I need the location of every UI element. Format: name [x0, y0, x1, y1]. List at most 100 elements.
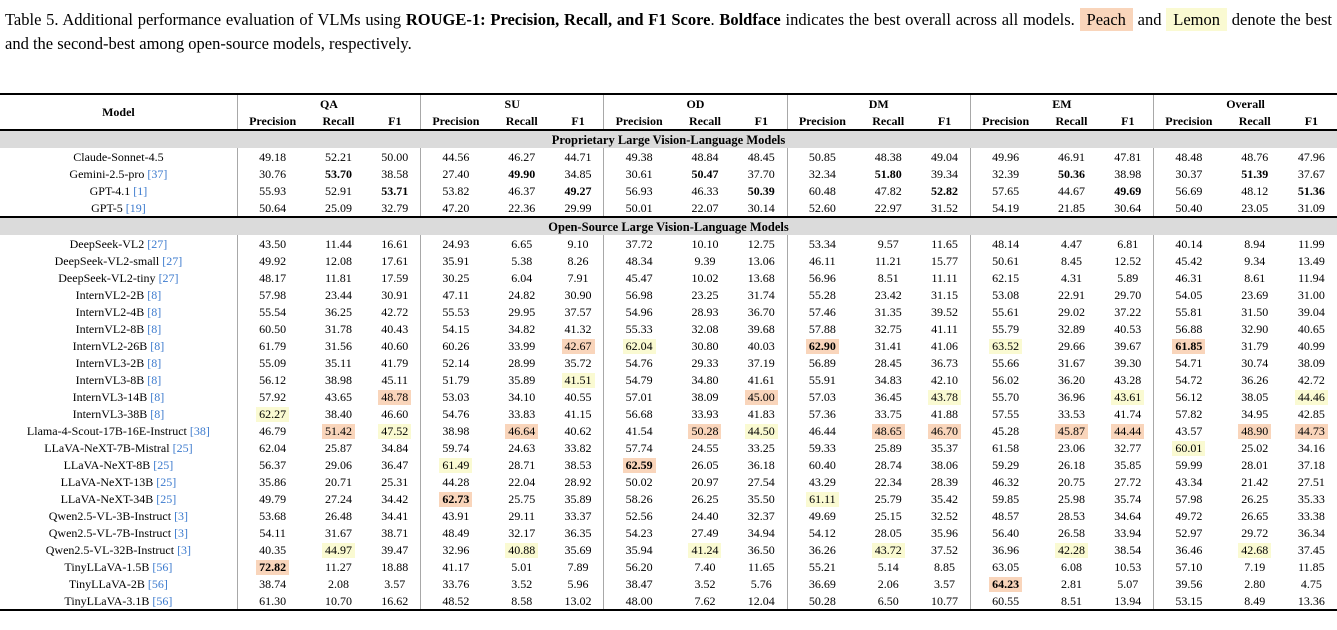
value-cell: 28.92 — [564, 474, 592, 489]
group-header-dm: DM — [786, 93, 971, 112]
value-cell: 5.07 — [1117, 576, 1139, 591]
value-cell: 50.00 — [381, 149, 409, 164]
value-cell: 42.68 — [1224, 541, 1286, 558]
value-cell: 38.53 — [564, 457, 592, 472]
model-name: Gemini-2.5-pro [37] — [0, 165, 237, 182]
value-cell: 39.30 — [1114, 355, 1142, 370]
table-row: Qwen2.5-VL-3B-Instruct [3] 53.68 26.48 34.4… — [0, 507, 1337, 524]
citation-link[interactable]: [25] — [153, 491, 177, 506]
citation-link[interactable]: [8] — [147, 338, 165, 353]
value-cell: 42.72 — [1297, 372, 1325, 387]
value-cell: 43.61 — [1103, 388, 1154, 405]
citation-link[interactable]: [8] — [144, 321, 162, 336]
citation-link[interactable]: [8] — [144, 287, 162, 302]
model-name: TinyLLaVA-1.5B [56] — [0, 558, 237, 575]
value-cell: 34.80 — [691, 372, 719, 387]
value-cell: 57.98 — [236, 286, 308, 303]
value-cell: 49.92 — [236, 252, 308, 269]
value-cell: 32.79 — [381, 200, 409, 215]
value-cell: 27.40 — [420, 165, 491, 182]
value-cell: 40.35 — [236, 541, 308, 558]
citation-link[interactable]: [56] — [149, 559, 173, 574]
value-cell: 47.81 — [1114, 149, 1142, 164]
value-cell: 57.65 — [969, 182, 1041, 199]
citation-link[interactable]: [56] — [149, 593, 173, 608]
citation-link[interactable]: [37] — [144, 166, 168, 181]
citation-link[interactable]: [3] — [174, 542, 192, 557]
value-cell: 35.33 — [1297, 491, 1325, 506]
table-row: InternVL2-26B [8] 61.79 31.56 40.60 60.26 33.… — [0, 337, 1337, 354]
value-cell: 31.35 — [874, 304, 902, 319]
value-cell: 8.49 — [1223, 592, 1286, 611]
value-cell: 32.39 — [969, 165, 1041, 182]
value-cell: 57.03 — [786, 388, 858, 405]
value-cell: 50.61 — [969, 252, 1041, 269]
value-cell: 50.36 — [1057, 166, 1085, 181]
value-cell: 24.93 — [420, 235, 491, 252]
value-cell: 31.67 — [1057, 355, 1085, 370]
citation-link[interactable]: [19] — [122, 200, 146, 215]
citation-link[interactable]: [27] — [155, 270, 179, 285]
value-cell: 59.29 — [969, 456, 1041, 473]
value-cell: 37.19 — [747, 355, 775, 370]
citation-link[interactable]: [38] — [186, 423, 210, 438]
citation-link[interactable]: [3] — [171, 525, 189, 540]
citation-link[interactable]: [56] — [144, 576, 168, 591]
value-cell: 5.89 — [1117, 270, 1139, 285]
value-cell: 50.39 — [747, 183, 775, 198]
model-name-text: InternVL2-26B — [72, 338, 148, 353]
value-cell: 57.88 — [786, 320, 858, 337]
value-cell: 57.10 — [1153, 558, 1224, 575]
model-name-text: LLaVA-NeXT-34B — [60, 491, 154, 506]
table-row: Gemini-2.5-pro [37] 30.76 53.70 38.58 27.40 4… — [0, 165, 1337, 182]
value-cell: 41.74 — [1114, 406, 1142, 421]
value-cell: 53.08 — [969, 286, 1041, 303]
value-cell: 35.50 — [747, 491, 775, 506]
citation-link[interactable]: [27] — [144, 236, 168, 251]
value-cell: 37.18 — [1297, 457, 1325, 472]
subheader-od-precision: Precision — [603, 112, 674, 131]
citation-link[interactable]: [8] — [144, 355, 162, 370]
citation-link[interactable]: [8] — [147, 389, 165, 404]
citation-link[interactable]: [8] — [147, 406, 165, 421]
value-cell: 43.29 — [786, 473, 858, 490]
value-cell: 37.72 — [603, 235, 674, 252]
value-cell: 12.08 — [324, 253, 352, 268]
value-cell: 25.79 — [874, 491, 902, 506]
value-cell: 25.02 — [1241, 440, 1269, 455]
value-cell: 25.09 — [324, 200, 352, 215]
value-cell: 54.11 — [236, 524, 308, 541]
value-cell: 8.26 — [567, 253, 589, 268]
table-row: DeepSeek-VL2-small [27] 49.92 12.08 17.61 35… — [0, 252, 1337, 269]
value-cell: 40.55 — [564, 389, 592, 404]
value-cell: 62.04 — [236, 439, 308, 456]
value-cell: 42.67 — [553, 337, 604, 354]
value-cell: 44.97 — [307, 541, 369, 558]
model-name-text: GPT-5 — [91, 200, 123, 215]
citation-link[interactable]: [25] — [169, 440, 193, 455]
value-cell: 62.90 — [786, 337, 858, 354]
citation-link[interactable]: [25] — [150, 457, 174, 472]
citation-link[interactable]: [25] — [153, 474, 177, 489]
citation-link[interactable]: [27] — [159, 253, 183, 268]
value-cell: 22.91 — [1057, 287, 1085, 302]
value-cell: 4.75 — [1300, 576, 1322, 591]
value-cell: 39.52 — [931, 304, 959, 319]
value-cell: 55.53 — [420, 303, 491, 320]
value-cell: 37.22 — [1114, 304, 1142, 319]
value-cell: 61.30 — [236, 592, 308, 611]
value-cell: 49.79 — [236, 490, 308, 507]
value-cell: 34.42 — [381, 491, 409, 506]
value-cell: 48.38 — [874, 149, 902, 164]
citation-link[interactable]: [1] — [130, 183, 148, 198]
model-name: DeepSeek-VL2-small [27] — [0, 252, 237, 269]
citation-link[interactable]: [3] — [171, 508, 189, 523]
value-cell: 50.28 — [786, 592, 858, 611]
value-cell: 32.34 — [786, 165, 858, 182]
value-cell: 45.28 — [969, 422, 1041, 439]
value-cell: 56.96 — [786, 269, 858, 286]
value-cell: 36.26 — [786, 541, 858, 558]
citation-link[interactable]: [8] — [144, 304, 162, 319]
value-cell: 56.37 — [236, 456, 308, 473]
citation-link[interactable]: [8] — [144, 372, 162, 387]
